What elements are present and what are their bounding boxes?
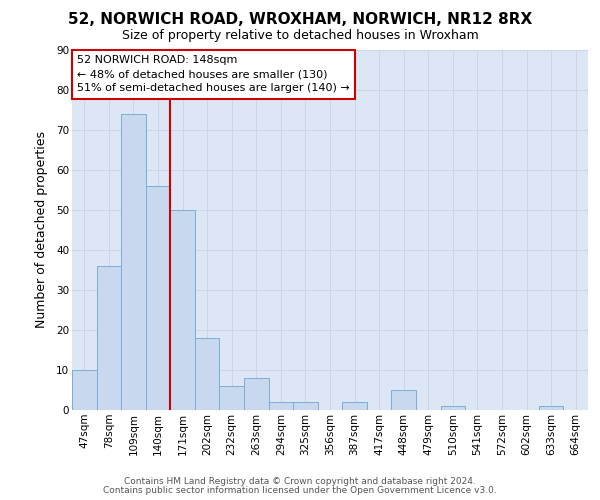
Bar — [146, 186, 170, 410]
Bar — [440, 406, 465, 410]
Bar — [293, 402, 318, 410]
Bar — [220, 386, 244, 410]
Bar — [195, 338, 220, 410]
Bar — [391, 390, 416, 410]
Text: 52 NORWICH ROAD: 148sqm
← 48% of detached houses are smaller (130)
51% of semi-d: 52 NORWICH ROAD: 148sqm ← 48% of detache… — [77, 56, 350, 94]
Bar — [244, 378, 269, 410]
Bar — [72, 370, 97, 410]
Text: Size of property relative to detached houses in Wroxham: Size of property relative to detached ho… — [122, 29, 478, 42]
Text: Contains HM Land Registry data © Crown copyright and database right 2024.: Contains HM Land Registry data © Crown c… — [124, 477, 476, 486]
Bar — [342, 402, 367, 410]
Y-axis label: Number of detached properties: Number of detached properties — [35, 132, 48, 328]
Bar — [539, 406, 563, 410]
Text: 52, NORWICH ROAD, WROXHAM, NORWICH, NR12 8RX: 52, NORWICH ROAD, WROXHAM, NORWICH, NR12… — [68, 12, 532, 28]
Bar — [121, 114, 146, 410]
Bar — [269, 402, 293, 410]
Bar — [170, 210, 195, 410]
Bar — [97, 266, 121, 410]
Text: Contains public sector information licensed under the Open Government Licence v3: Contains public sector information licen… — [103, 486, 497, 495]
